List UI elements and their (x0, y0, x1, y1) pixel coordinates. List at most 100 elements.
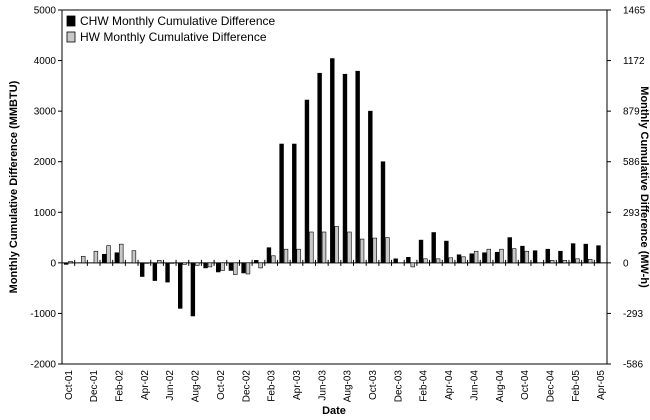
x-tick-label: Oct-03 (368, 370, 379, 400)
hw-bar (511, 248, 517, 264)
hw-bar (461, 256, 466, 264)
hw-bar (359, 238, 365, 264)
chw-bar (317, 72, 322, 264)
chw-bar (456, 254, 462, 264)
y-tick-label: 1000 (34, 208, 57, 219)
x-tick-label: Apr-02 (140, 370, 151, 400)
hw-bar (271, 255, 276, 264)
plot-area (61, 9, 608, 365)
hw-bar (195, 262, 200, 266)
y2-tick-label: 879 (623, 107, 640, 118)
chw-bar (241, 262, 246, 274)
chw-bar (254, 260, 259, 264)
hw-bar (473, 250, 479, 264)
chw-bar (406, 256, 411, 264)
chw-bar (583, 243, 588, 264)
chw-bar (292, 143, 297, 264)
y2-tick-label: 1465 (623, 6, 646, 17)
hw-bar (296, 248, 301, 264)
x-tick-label: Apr-04 (444, 370, 455, 400)
legend-swatch-chw (66, 15, 76, 27)
hw-bar (283, 248, 289, 264)
hw-bar (220, 262, 225, 271)
legend-label-hw: HW Monthly Cumulative Difference (80, 30, 267, 44)
hw-bar (385, 237, 390, 264)
hw-bar (144, 262, 149, 264)
x-tick-label: Apr-05 (596, 370, 607, 400)
x-tick-label: Aug-04 (495, 370, 506, 403)
hw-bar (81, 255, 86, 264)
y2-tick-label: -293 (623, 309, 643, 320)
y-tick-label: -2000 (30, 360, 56, 371)
hw-bar (68, 261, 73, 264)
hw-bar (372, 237, 377, 264)
chw-bar (279, 143, 284, 264)
chw-bar (101, 253, 107, 264)
hw-bar (106, 245, 111, 264)
y2-tick-label: 1172 (623, 56, 645, 67)
y-tick-label: 2000 (34, 157, 57, 168)
chw-bar (178, 262, 183, 309)
legend: CHW Monthly Cumulative Difference HW Mon… (66, 14, 276, 44)
chw-bar (418, 239, 424, 264)
chw-bar (532, 250, 538, 264)
y2-ticks: -586 -293 0 293 586 879 1172 1465 (607, 6, 646, 371)
hw-bar (169, 262, 175, 264)
x-tick-label: Jun-02 (165, 370, 176, 401)
y2-tick-label: -586 (623, 360, 643, 371)
chw-bar (570, 243, 576, 264)
hw-bar (233, 262, 238, 275)
hw-bar (207, 262, 213, 268)
y-axis-title: Monthly Cumulative Difference (MMBTU) (8, 80, 20, 293)
hw-bar (321, 231, 327, 264)
hw-bar (131, 250, 137, 264)
chw-bar (152, 262, 158, 281)
chw-bar (545, 248, 550, 264)
hw-bar (587, 259, 593, 264)
chw-bar (266, 247, 272, 264)
x-tick-label: Feb-05 (571, 370, 582, 402)
hw-bar (549, 260, 555, 264)
hw-bar (93, 250, 99, 264)
chw-bar (520, 245, 525, 264)
x-tick-label: Apr-03 (292, 370, 303, 400)
x-tick-label: Dec-01 (89, 370, 100, 403)
y2-tick-label: 293 (623, 208, 640, 219)
chw-bar (203, 262, 208, 269)
bars (63, 58, 601, 317)
hw-bar (157, 260, 162, 264)
chw-bar (431, 232, 436, 264)
hw-bar (258, 262, 263, 269)
chw-bar (444, 240, 449, 264)
hw-bar (524, 250, 530, 264)
chw-bar (190, 262, 196, 317)
y2-axis-title: Monthly Cumulative Difference (MW-h) (638, 86, 650, 288)
x-axis-title: Date (322, 405, 346, 417)
chw-bar (393, 258, 398, 264)
hw-bar (245, 262, 251, 275)
hw-bar (562, 260, 568, 264)
x-tick-label: Oct-02 (216, 370, 227, 400)
x-tick-label: Feb-02 (115, 370, 126, 402)
chw-bar (494, 251, 500, 264)
chw-bar (304, 99, 310, 264)
chw-bar (355, 70, 360, 264)
hw-bar (410, 262, 415, 268)
x-tick-label: Dec-03 (393, 370, 404, 403)
x-tick-label: Jun-04 (469, 370, 480, 401)
legend-label-chw: CHW Monthly Cumulative Difference (80, 14, 276, 28)
hw-bar (334, 226, 339, 264)
hw-bar (423, 258, 428, 264)
x-tick-label: Jun-03 (317, 370, 328, 401)
x-tick-label: Aug-03 (343, 370, 354, 403)
y-tick-label: 3000 (34, 107, 57, 118)
chw-bar (380, 161, 386, 264)
x-tick-label: Oct-04 (520, 370, 531, 400)
x-tick-label: Feb-04 (419, 370, 430, 402)
legend-swatch-hw (66, 31, 76, 43)
x-tick-label: Dec-04 (545, 370, 556, 403)
chw-bar (558, 250, 563, 264)
chw-bar (368, 110, 373, 264)
chw-bar (63, 262, 69, 265)
chw-bar (342, 73, 348, 264)
